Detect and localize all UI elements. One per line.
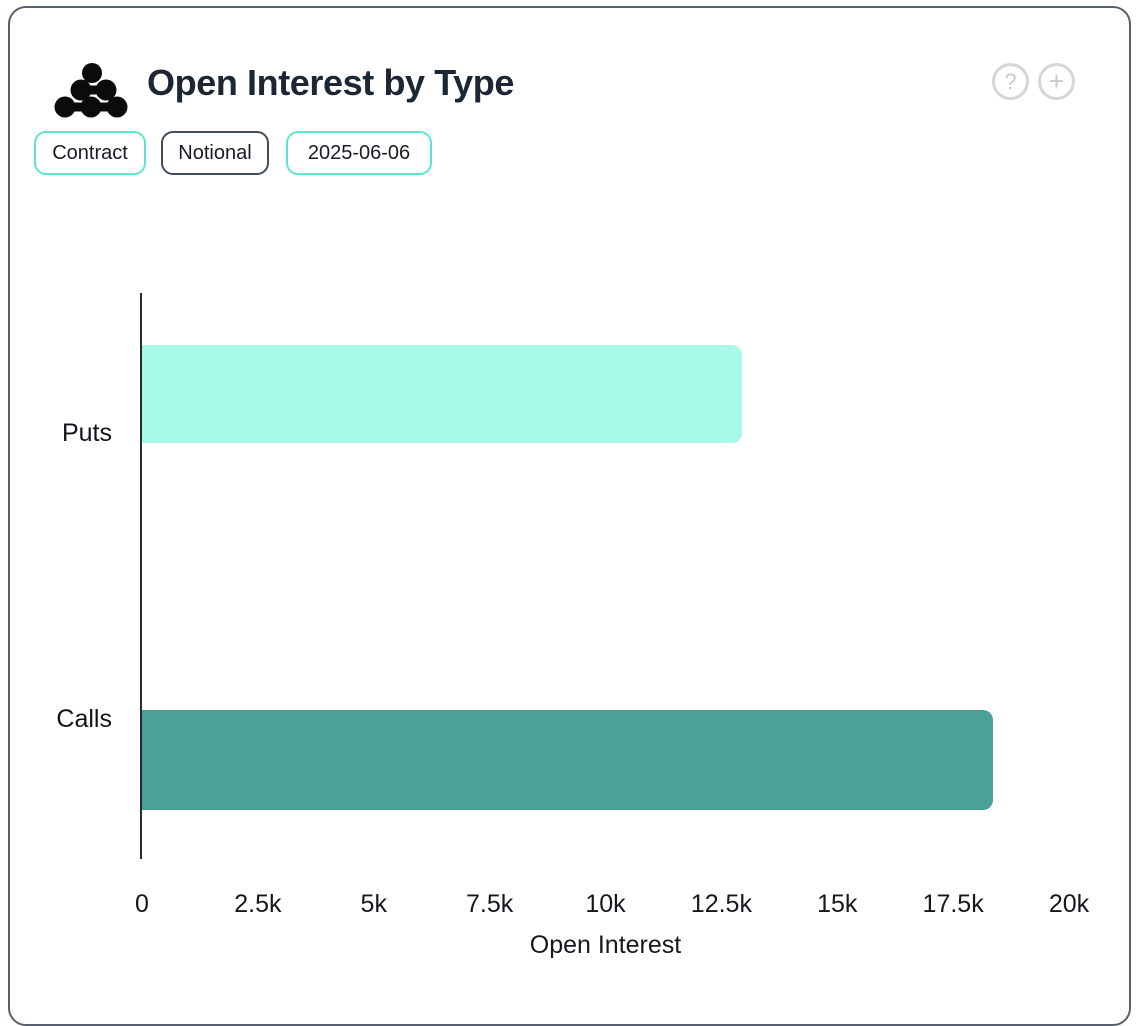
x-tick-label: 7.5k bbox=[465, 890, 514, 918]
y-tick-label-puts: Puts bbox=[61, 419, 112, 447]
y-axis-line bbox=[140, 293, 142, 859]
x-tick-label: 20k bbox=[1048, 890, 1090, 918]
bar-calls[interactable] bbox=[142, 710, 993, 810]
x-tick-label: 2.5k bbox=[234, 890, 282, 918]
x-tick-label: 15k bbox=[817, 890, 858, 918]
x-tick-label: 5k bbox=[360, 890, 387, 918]
dots-pyramid-logo-icon bbox=[54, 63, 128, 118]
x-axis-ticks: 0 2.5k 5k 7.5k 10k 12.5k 15k 17.5k 20k bbox=[135, 889, 1089, 921]
notional-toggle-button[interactable]: Notional bbox=[161, 131, 269, 175]
x-tick-label: 17.5k bbox=[922, 890, 984, 918]
y-tick-label-calls: Calls bbox=[56, 705, 112, 733]
date-picker-button[interactable]: 2025-06-06 bbox=[286, 131, 432, 175]
contract-toggle-button[interactable]: Contract bbox=[34, 131, 146, 175]
help-icon[interactable]: ? bbox=[992, 63, 1029, 100]
x-tick-label: 12.5k bbox=[690, 890, 752, 918]
page-title: Open Interest by Type bbox=[147, 62, 515, 103]
x-tick-label: 10k bbox=[585, 890, 626, 918]
add-icon[interactable]: + bbox=[1038, 63, 1075, 100]
plot-area bbox=[142, 293, 1069, 859]
x-tick-label: 0 bbox=[135, 890, 149, 918]
bar-puts[interactable] bbox=[142, 345, 743, 443]
x-axis-title: Open Interest bbox=[529, 931, 682, 959]
